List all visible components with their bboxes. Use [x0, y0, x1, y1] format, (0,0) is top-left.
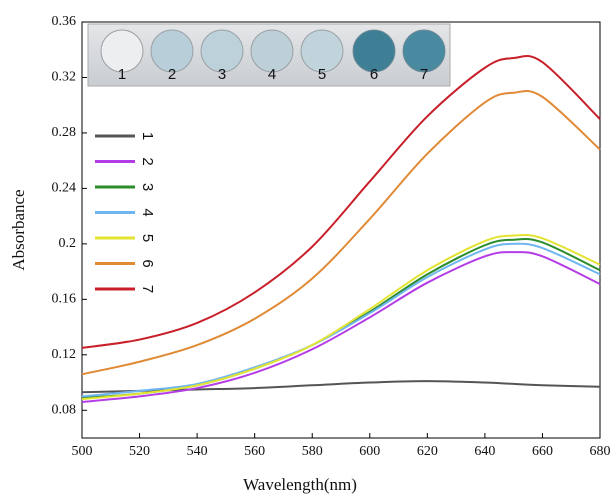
x-tick-label: 620 — [417, 444, 438, 459]
y-tick-label: 0.36 — [52, 14, 77, 29]
x-tick-label: 680 — [590, 444, 611, 459]
x-tick-label: 640 — [474, 444, 495, 459]
y-tick-label: 0.2 — [59, 236, 77, 251]
data-line — [81, 54, 601, 349]
data-line — [81, 89, 601, 376]
legend-label: 2 — [139, 157, 156, 165]
x-tick-label: 580 — [302, 444, 323, 459]
x-tick-label: 500 — [72, 444, 93, 459]
x-tick-label: 560 — [244, 444, 265, 459]
inset-label: 5 — [318, 66, 326, 83]
x-tick-label: 660 — [532, 444, 553, 459]
data-line — [81, 380, 601, 394]
y-tick-label: 0.24 — [52, 181, 77, 196]
data-line — [81, 233, 601, 401]
inset-label: 6 — [370, 66, 378, 83]
y-tick-label: 0.16 — [52, 292, 77, 307]
data-line — [81, 242, 601, 398]
x-axis-title: Wavelength(nm) — [243, 475, 357, 494]
inset-label: 4 — [268, 66, 276, 83]
y-tick-label: 0.12 — [52, 347, 77, 362]
x-tick-label: 600 — [359, 444, 380, 459]
legend-label: 4 — [139, 208, 156, 216]
data-line — [81, 251, 601, 403]
legend-label: 5 — [139, 234, 156, 242]
inset-photo — [87, 23, 451, 87]
inset-label: 3 — [218, 66, 226, 83]
x-tick-label: 540 — [187, 444, 208, 459]
inset-label: 1 — [118, 66, 126, 83]
legend-label: 6 — [139, 259, 156, 267]
y-tick-label: 0.08 — [52, 402, 77, 417]
y-tick-label: 0.32 — [52, 70, 77, 85]
y-axis-title: Absorbance — [9, 189, 28, 270]
x-tick-label: 520 — [129, 444, 150, 459]
legend-label: 1 — [139, 132, 156, 140]
plot-frame — [81, 21, 601, 439]
inset-label: 7 — [420, 66, 428, 83]
legend-label: 3 — [139, 183, 156, 191]
data-line — [81, 238, 601, 399]
legend-label: 7 — [139, 285, 156, 293]
inset-label: 2 — [168, 66, 176, 83]
y-tick-label: 0.28 — [52, 125, 77, 140]
